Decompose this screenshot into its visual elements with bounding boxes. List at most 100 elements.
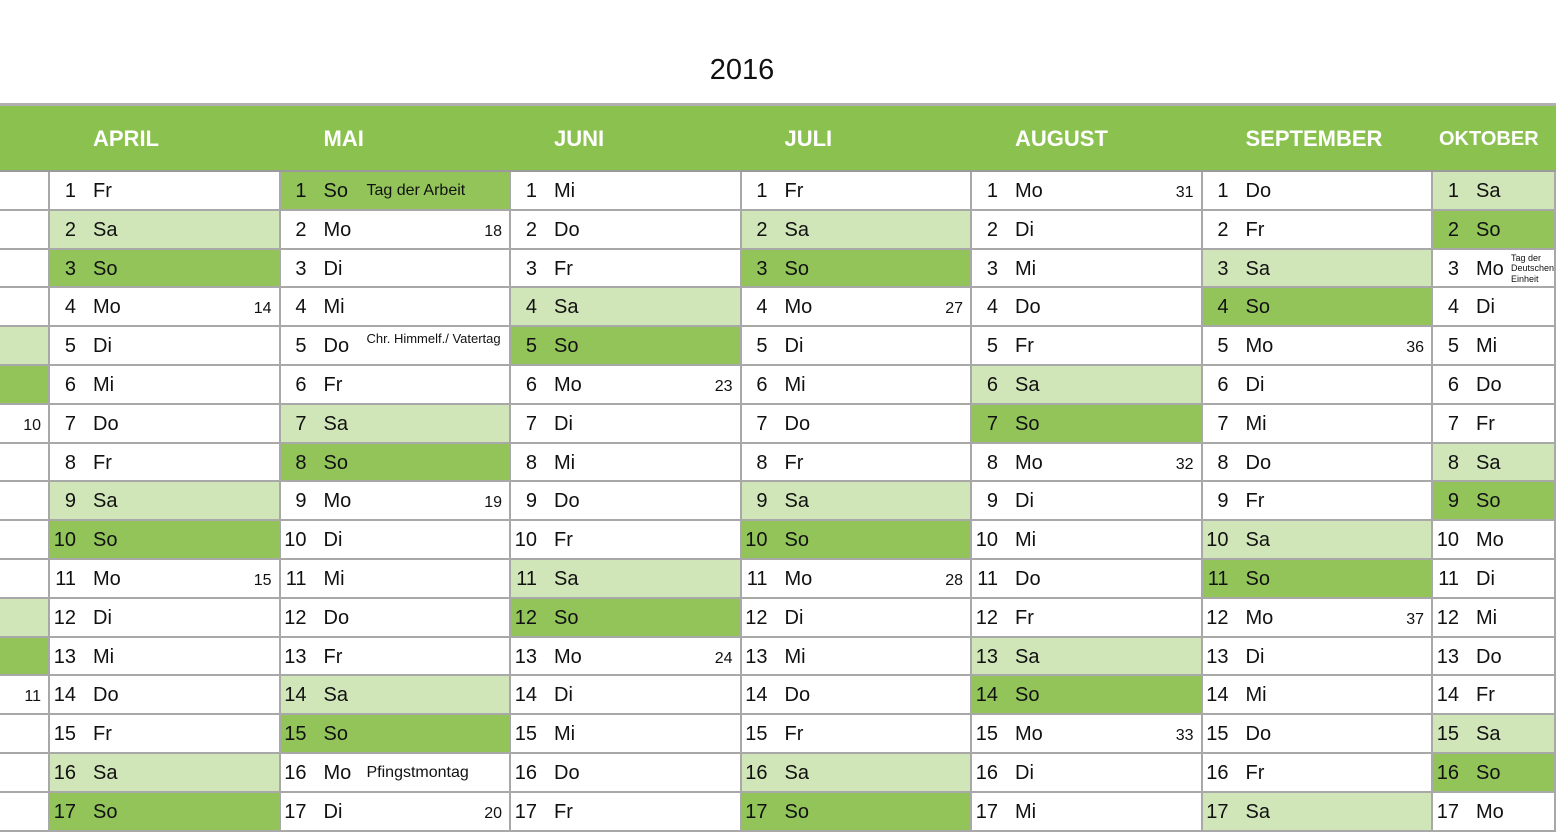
- day-cell[interactable]: [0, 521, 50, 560]
- day-cell[interactable]: 7 Di: [511, 404, 742, 444]
- day-cell[interactable]: 4 Di: [1433, 288, 1556, 328]
- day-cell[interactable]: 10: [0, 404, 50, 444]
- day-cell[interactable]: 4 Mo 14: [50, 288, 281, 328]
- day-cell[interactable]: 8 Fr: [50, 443, 281, 483]
- day-cell[interactable]: 17 So: [50, 792, 281, 832]
- day-cell[interactable]: 8 Mi: [511, 443, 742, 483]
- day-cell[interactable]: 10 So: [50, 521, 281, 560]
- day-cell[interactable]: 13 Di: [1202, 637, 1433, 677]
- day-cell[interactable]: [0, 792, 50, 832]
- day-cell[interactable]: 7 Mi: [1202, 404, 1433, 444]
- day-cell[interactable]: 6 Sa: [972, 366, 1203, 405]
- day-cell[interactable]: 2 Sa: [50, 210, 281, 250]
- day-cell[interactable]: 13 Mi: [741, 637, 972, 677]
- day-cell[interactable]: [0, 482, 50, 522]
- day-cell[interactable]: 17 Di 20: [280, 792, 511, 832]
- day-cell[interactable]: [0, 288, 50, 328]
- day-cell[interactable]: 9 So: [1433, 482, 1556, 522]
- day-cell[interactable]: 16 Sa: [50, 754, 281, 793]
- day-cell[interactable]: 14 Do: [50, 676, 281, 716]
- day-cell[interactable]: 5 Do Chr. Himmelf./ Vatertag: [280, 327, 511, 366]
- day-cell[interactable]: 6 Mi: [50, 366, 281, 405]
- day-cell[interactable]: 9 Di: [972, 482, 1203, 522]
- day-cell[interactable]: 14 Fr: [1433, 676, 1556, 716]
- day-cell[interactable]: 11 Mo 28: [741, 560, 972, 599]
- day-cell[interactable]: 11 Di: [1433, 560, 1556, 599]
- day-cell[interactable]: 9 Sa: [50, 482, 281, 522]
- day-cell[interactable]: 2 Sa: [741, 210, 972, 250]
- day-cell[interactable]: 13 Mo 24: [511, 637, 742, 677]
- day-cell[interactable]: 12 Di: [50, 598, 281, 638]
- day-cell[interactable]: 15 Sa: [1433, 715, 1556, 754]
- day-cell[interactable]: [0, 598, 50, 638]
- day-cell[interactable]: 2 So: [1433, 210, 1556, 250]
- day-cell[interactable]: 15 Mi: [511, 715, 742, 754]
- day-cell[interactable]: 8 Fr: [741, 443, 972, 483]
- day-cell[interactable]: [0, 210, 50, 250]
- day-cell[interactable]: 15 Do: [1202, 715, 1433, 754]
- day-cell[interactable]: 13 Mi: [50, 637, 281, 677]
- day-cell[interactable]: 5 So: [511, 327, 742, 366]
- day-cell[interactable]: 3 Mi: [972, 249, 1203, 289]
- day-cell[interactable]: 4 Do: [972, 288, 1203, 328]
- day-cell[interactable]: 11 Mo 15: [50, 560, 281, 599]
- day-cell[interactable]: 14 Di: [511, 676, 742, 716]
- day-cell[interactable]: 5 Di: [741, 327, 972, 366]
- day-cell[interactable]: [0, 172, 50, 211]
- day-cell[interactable]: 17 Sa: [1202, 792, 1433, 832]
- day-cell[interactable]: 1 Mo 31: [972, 172, 1203, 211]
- day-cell[interactable]: 7 Do: [50, 404, 281, 444]
- day-cell[interactable]: 16 Mo Pfingstmontag: [280, 754, 511, 793]
- day-cell[interactable]: 16 Sa: [741, 754, 972, 793]
- day-cell[interactable]: 4 Sa: [511, 288, 742, 328]
- day-cell[interactable]: 15 So: [280, 715, 511, 754]
- day-cell[interactable]: 7 Fr: [1433, 404, 1556, 444]
- day-cell[interactable]: 17 Fr: [511, 792, 742, 832]
- day-cell[interactable]: 10 Sa: [1202, 521, 1433, 560]
- day-cell[interactable]: 12 Do: [280, 598, 511, 638]
- day-cell[interactable]: 13 Sa: [972, 637, 1203, 677]
- day-cell[interactable]: 11 Do: [972, 560, 1203, 599]
- day-cell[interactable]: 14 Mi: [1202, 676, 1433, 716]
- day-cell[interactable]: 3 Sa: [1202, 249, 1433, 289]
- day-cell[interactable]: [0, 443, 50, 483]
- day-cell[interactable]: 12 So: [511, 598, 742, 638]
- day-cell[interactable]: 1 Do: [1202, 172, 1433, 211]
- day-cell[interactable]: 14 Do: [741, 676, 972, 716]
- day-cell[interactable]: 16 So: [1433, 754, 1556, 793]
- day-cell[interactable]: 14 So: [972, 676, 1203, 716]
- day-cell[interactable]: [0, 366, 50, 405]
- day-cell[interactable]: 3 Di: [280, 249, 511, 289]
- day-cell[interactable]: 2 Do: [511, 210, 742, 250]
- day-cell[interactable]: 7 So: [972, 404, 1203, 444]
- day-cell[interactable]: [0, 560, 50, 599]
- day-cell[interactable]: 2 Di: [972, 210, 1203, 250]
- day-cell[interactable]: 6 Di: [1202, 366, 1433, 405]
- day-cell[interactable]: 5 Di: [50, 327, 281, 366]
- day-cell[interactable]: 1 So Tag der Arbeit: [280, 172, 511, 211]
- day-cell[interactable]: 1 Fr: [741, 172, 972, 211]
- day-cell[interactable]: 12 Mi: [1433, 598, 1556, 638]
- day-cell[interactable]: [0, 637, 50, 677]
- day-cell[interactable]: 16 Di: [972, 754, 1203, 793]
- day-cell[interactable]: [0, 715, 50, 754]
- day-cell[interactable]: 6 Fr: [280, 366, 511, 405]
- day-cell[interactable]: 10 Fr: [511, 521, 742, 560]
- day-cell[interactable]: 16 Do: [511, 754, 742, 793]
- day-cell[interactable]: 3 Mo Tag der Deutschen Einheit: [1433, 249, 1556, 289]
- day-cell[interactable]: 1 Fr: [50, 172, 281, 211]
- day-cell[interactable]: 1 Sa: [1433, 172, 1556, 211]
- day-cell[interactable]: [0, 327, 50, 366]
- day-cell[interactable]: 16 Fr: [1202, 754, 1433, 793]
- day-cell[interactable]: 4 Mi: [280, 288, 511, 328]
- day-cell[interactable]: 17 So: [741, 792, 972, 832]
- day-cell[interactable]: 9 Sa: [741, 482, 972, 522]
- day-cell[interactable]: [0, 249, 50, 289]
- day-cell[interactable]: 6 Mi: [741, 366, 972, 405]
- day-cell[interactable]: 4 So: [1202, 288, 1433, 328]
- day-cell[interactable]: 11 So: [1202, 560, 1433, 599]
- day-cell[interactable]: 8 Do: [1202, 443, 1433, 483]
- day-cell[interactable]: 8 Sa: [1433, 443, 1556, 483]
- day-cell[interactable]: 11 Mi: [280, 560, 511, 599]
- day-cell[interactable]: 7 Do: [741, 404, 972, 444]
